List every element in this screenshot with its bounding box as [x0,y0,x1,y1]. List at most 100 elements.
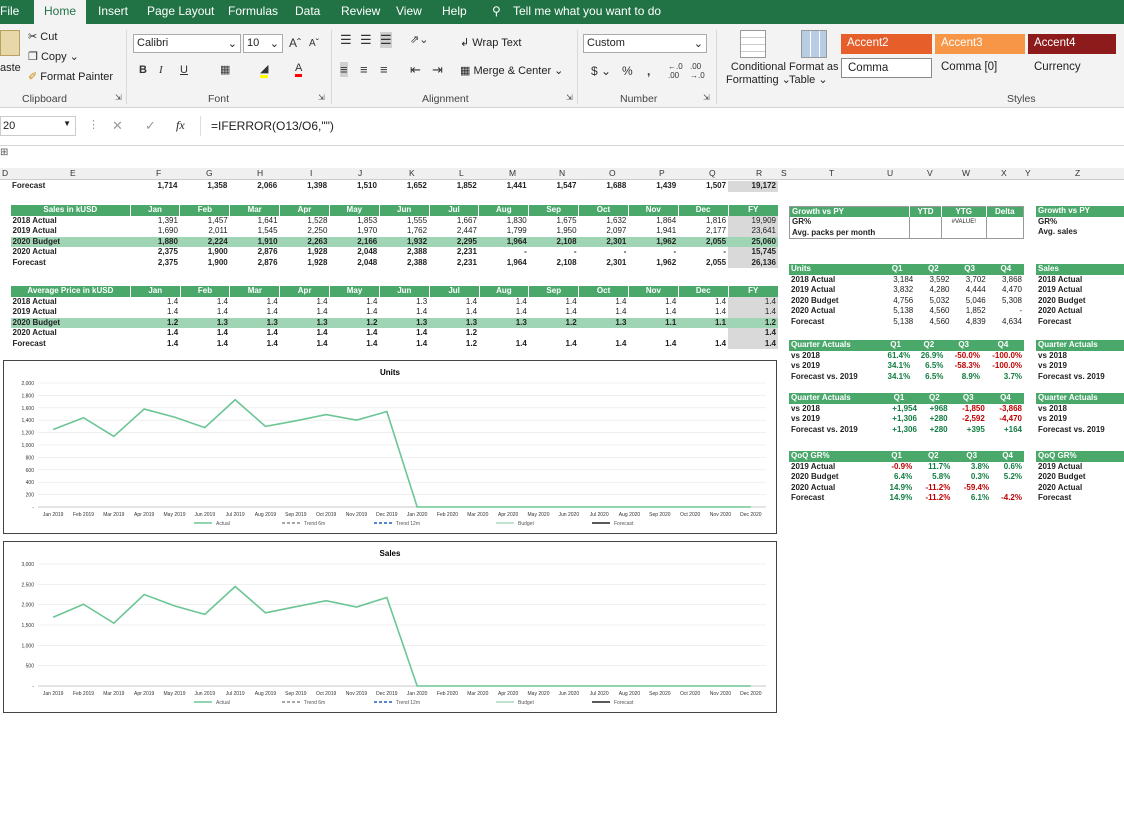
column-header[interactable]: T [829,168,835,178]
table-cell[interactable]: 1.4 [416,307,428,317]
table-title[interactable]: Average Price in kUSD [10,286,131,297]
table-cell[interactable]: 1.4 [515,338,527,348]
table-cell[interactable]: 2,048 [357,247,378,257]
column-header[interactable]: Aug [478,286,529,297]
column-header[interactable]: Z [1075,168,1081,178]
table-cell[interactable] [909,217,942,228]
tab-data[interactable]: Data [295,4,321,18]
table-cell[interactable]: 3,592 [929,274,950,284]
currency-button[interactable]: $ ⌄ [591,64,612,78]
table-cell[interactable]: 2,097 [606,226,627,236]
table-cell[interactable]: 1,391 [157,215,178,225]
table-cell[interactable]: 1.4 [665,296,677,306]
clipboard-launcher-icon[interactable]: ⇲ [115,93,122,102]
column-header[interactable]: G [206,168,213,178]
tab-view[interactable]: View [396,4,422,18]
table-cell[interactable]: 1.4 [714,338,727,348]
table-cell[interactable]: 1.4 [515,307,527,317]
table-cell[interactable]: 1.4 [167,328,179,338]
table-cell[interactable]: 8.9% [961,371,980,381]
table-cell[interactable]: 1.4 [366,338,378,348]
table-cell[interactable]: 1,510 [356,181,377,191]
column-header[interactable]: Aug [478,205,529,216]
row-label[interactable]: 2019 Actual [791,285,836,295]
fill-color-icon[interactable]: ◢ [260,62,269,78]
table-cell[interactable]: 4,756 [893,295,914,305]
column-header[interactable]: J [358,168,363,178]
table-cell[interactable]: 2,388 [407,257,428,267]
column-header[interactable]: May [328,205,380,216]
tab-insert[interactable]: Insert [98,4,129,18]
table-cell[interactable]: 1,830 [506,215,527,225]
row-label[interactable]: Forecast [791,316,825,326]
table-cell[interactable]: 2,876 [257,257,278,267]
table-cell[interactable]: 1.4 [366,296,378,306]
table-cell[interactable]: 1.4 [728,328,778,339]
align-top-icon[interactable]: ☰ [340,32,352,47]
name-box[interactable]: 20 ▼ [0,116,76,136]
table-cell[interactable] [579,328,629,339]
table-cell[interactable]: +280 [929,414,948,424]
table-cell[interactable] [985,227,1024,238]
column-header[interactable]: Oct [578,286,629,297]
table-cell[interactable]: 2,177 [706,226,727,236]
column-header[interactable]: Q1 [879,451,915,462]
table-cell[interactable]: 1.4 [565,307,577,317]
bold-button[interactable]: B [139,64,147,76]
table-cell[interactable]: 2,055 [706,257,727,267]
table-cell[interactable]: - [623,247,627,257]
column-header[interactable]: QoQ GR% [1036,451,1124,462]
column-header[interactable]: N [559,168,566,178]
expand-icon[interactable]: ⊞ [0,147,9,158]
orientation-icon[interactable]: ⇗⌄ [410,34,429,46]
table-cell[interactable]: +395 [966,424,985,434]
table-cell[interactable]: 1.4 [728,296,778,307]
table-cell[interactable]: 1.4 [665,338,677,348]
row-label[interactable]: 2019 Actual [1038,461,1083,471]
number-format-select[interactable]: Custom ⌄ [583,34,707,53]
table-cell[interactable]: 15,745 [728,247,778,258]
column-header[interactable]: O [609,168,616,178]
column-header[interactable]: Q1 [879,393,919,404]
table-cell[interactable]: 1.4 [216,296,228,306]
sales-chart[interactable]: Sales 3,000 2,500 2,000 1,500 1,000 500 - Jan 20… [3,541,777,713]
table-cell[interactable] [941,227,987,238]
table-cell[interactable]: +1,306 [892,424,917,434]
style-currency[interactable]: Currency [1034,61,1081,73]
table-cell[interactable]: 1,439 [656,181,677,191]
table-cell[interactable]: 1.3 [180,317,230,328]
table-cell[interactable]: 23,641 [728,226,778,237]
table-cell[interactable]: 1,547 [556,181,577,191]
row-label[interactable]: GR% [792,217,812,227]
row-label[interactable]: vs 2019 [1038,414,1067,424]
table-cell[interactable]: 1.4 [515,296,527,306]
cancel-icon[interactable]: ✕ [112,118,123,133]
column-header[interactable]: Q1 [879,340,913,351]
row-label[interactable]: vs 2019 [791,414,820,424]
table-cell[interactable]: -59.4% [963,482,990,492]
table-cell[interactable]: 1.4 [266,338,278,348]
column-header[interactable]: YTG [941,206,987,217]
align-center-icon[interactable]: ≡ [360,62,368,77]
table-cell[interactable]: 1.4 [266,296,278,306]
table-cell[interactable]: 4,560 [929,316,950,326]
column-header[interactable]: S [781,168,787,178]
row-label[interactable]: 2020 Budget [791,295,839,305]
table-cell[interactable]: 1.4 [216,307,228,317]
table-cell[interactable] [628,328,678,339]
column-header[interactable]: Growth vs PY [789,206,910,217]
column-header[interactable]: Mar [229,286,280,297]
table-cell[interactable]: 2,263 [279,236,330,247]
table-cell[interactable]: 1.4 [416,328,428,338]
row-label[interactable]: vs 2019 [791,361,820,371]
table-cell[interactable]: 1,688 [606,181,627,191]
column-header[interactable]: Quarter Actuals [789,340,879,351]
column-header[interactable]: M [509,168,517,178]
row-label[interactable]: Forecast [1038,493,1072,503]
column-header[interactable]: Q3 [951,264,988,275]
row-label[interactable]: 2019 Actual [1038,285,1083,295]
column-header[interactable]: FY [727,286,778,297]
number-launcher-icon[interactable]: ⇲ [703,93,710,102]
font-color-icon[interactable]: A [295,62,303,77]
column-header[interactable]: Mar [229,205,280,216]
